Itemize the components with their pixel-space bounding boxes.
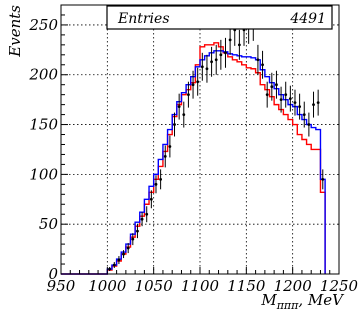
data-point <box>316 101 320 105</box>
data-point <box>228 38 232 42</box>
x-axis-title-main: M <box>260 291 277 309</box>
data-point <box>288 97 292 101</box>
x-axis-title-subscript: πππ <box>276 299 299 312</box>
y-tick-label: 150 <box>29 116 58 134</box>
tick-layer: 950 1000 1050 1100 1150 1200 1250 0 50 100 150 200 2… <box>28 4 359 295</box>
x-axis-title: Mπππ, MeV <box>260 291 345 312</box>
y-tick-label: 50 <box>39 215 59 233</box>
data-point <box>302 113 306 116</box>
data-point <box>117 258 121 262</box>
data-point <box>307 123 311 126</box>
x-tick-label: 1200 <box>274 277 313 295</box>
data-point <box>219 53 223 57</box>
data-point <box>275 83 278 87</box>
stats-entries-value: 4491 <box>289 11 326 27</box>
x-tick-label: 1250 <box>320 277 359 295</box>
data-point <box>159 177 163 181</box>
data-point <box>270 85 274 89</box>
data-point <box>298 105 302 109</box>
data-point <box>108 267 112 271</box>
data-point <box>154 182 158 186</box>
data-point <box>168 145 172 148</box>
data-point <box>214 58 218 62</box>
data-point <box>284 93 288 97</box>
grid-layer <box>61 5 339 274</box>
data-point <box>173 123 176 126</box>
data-point <box>321 177 325 181</box>
stats-box-frame <box>106 5 333 30</box>
data-point <box>265 93 269 97</box>
x-axis-title-unit: , MeV <box>298 291 345 309</box>
data-point <box>140 217 144 221</box>
data-point <box>224 51 227 55</box>
x-tick-label: 1000 <box>88 277 127 295</box>
data-point <box>112 263 116 267</box>
data-point <box>177 105 181 109</box>
series-layer <box>61 8 326 275</box>
data-points <box>108 8 325 272</box>
data-point <box>205 67 209 71</box>
data-point <box>187 93 190 97</box>
data-point <box>210 60 213 64</box>
data-point <box>145 212 149 216</box>
x-tick-label: 1150 <box>227 277 266 295</box>
x-tick-label: 950 <box>47 277 76 295</box>
data-point <box>261 63 264 67</box>
y-tick-label: 100 <box>29 165 58 183</box>
data-point <box>312 103 315 107</box>
stats-box: Entries 4491 <box>106 5 333 30</box>
data-point <box>122 252 125 256</box>
step-line-1 <box>61 50 326 275</box>
y-tick-label: 200 <box>28 66 58 84</box>
x-tick-label: 1050 <box>135 277 174 295</box>
data-point <box>131 237 135 241</box>
data-point <box>191 83 195 87</box>
step-series-1 <box>61 50 326 275</box>
data-point <box>256 58 260 62</box>
data-point <box>163 155 167 158</box>
data-point <box>136 229 139 233</box>
data-point <box>237 43 241 47</box>
y-tick-label: 0 <box>48 265 58 283</box>
data-point <box>126 246 130 250</box>
data-point <box>279 98 283 102</box>
data-point <box>293 101 297 105</box>
x-tick-label: 1100 <box>181 277 220 295</box>
data-point <box>196 80 200 84</box>
data-point <box>200 65 204 69</box>
data-point <box>182 113 186 116</box>
stats-entries-label: Entries <box>117 11 170 27</box>
data-point <box>149 197 153 201</box>
y-tick-label: 250 <box>28 16 58 34</box>
y-axis-title: Events <box>6 5 24 58</box>
